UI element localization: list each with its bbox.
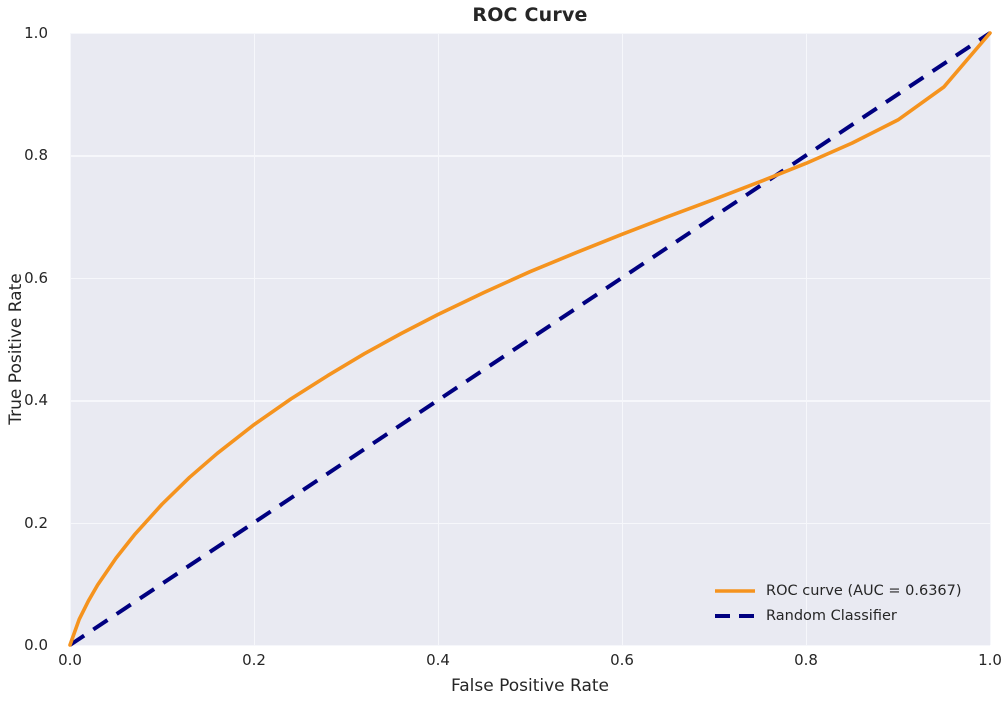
gridline-horizontal bbox=[70, 277, 990, 280]
gridline-horizontal bbox=[70, 645, 990, 647]
gridline-horizontal bbox=[70, 522, 990, 524]
x-tick-label: 0.0 bbox=[58, 651, 82, 669]
y-tick-label: 0.6 bbox=[24, 268, 48, 287]
plot-svg bbox=[68, 31, 992, 647]
x-tick-label: 0.4 bbox=[426, 651, 450, 669]
gridline-horizontal bbox=[70, 33, 990, 35]
legend-item-roc-curve: ROC curve (AUC = 0.6367) bbox=[714, 583, 962, 599]
gridline-horizontal bbox=[70, 155, 990, 157]
legend-item-random-classifier: Random Classifier bbox=[714, 608, 962, 624]
gridline-vertical bbox=[990, 33, 992, 645]
gridline-vertical bbox=[806, 33, 808, 645]
gridline-vertical bbox=[622, 33, 624, 645]
x-tick-label: 0.8 bbox=[794, 651, 818, 669]
legend-swatch-dashed-line bbox=[715, 614, 755, 618]
y-axis-label: True Positive Rate bbox=[6, 273, 26, 425]
legend-label-roc-curve: ROC curve (AUC = 0.6367) bbox=[766, 583, 962, 599]
x-tick-label: 1.0 bbox=[978, 651, 1002, 669]
gridline-horizontal bbox=[70, 400, 990, 402]
gridline-vertical bbox=[70, 33, 72, 645]
page-title: ROC Curve bbox=[472, 4, 588, 26]
x-axis-ticks: 0.0 0.2 0.4 0.6 0.8 1.0 bbox=[58, 651, 1002, 675]
x-tick-label: 0.2 bbox=[242, 651, 266, 669]
y-tick-label: 1.0 bbox=[24, 24, 48, 42]
roc-curve-line bbox=[68, 31, 992, 647]
x-axis-label: False Positive Rate bbox=[451, 676, 609, 696]
y-tick-label: 0.4 bbox=[24, 391, 48, 410]
y-tick-label: 0.0 bbox=[24, 636, 48, 654]
y-tick-label: 0.8 bbox=[24, 146, 48, 165]
random-classifier-line bbox=[68, 31, 992, 647]
legend-swatch-solid-line bbox=[715, 589, 755, 593]
gridline-vertical bbox=[254, 33, 256, 645]
plot-area bbox=[68, 31, 992, 647]
y-tick-label: 0.2 bbox=[24, 513, 48, 532]
legend-label-random-classifier: Random Classifier bbox=[766, 608, 897, 624]
chart-legend: ROC curve (AUC = 0.6367) Random Classifi… bbox=[714, 583, 962, 624]
y-axis-ticks: 0.0 0.2 0.4 0.6 0.8 1.0 bbox=[0, 24, 60, 654]
x-tick-label: 0.6 bbox=[610, 651, 634, 669]
gridline-vertical bbox=[438, 33, 440, 645]
